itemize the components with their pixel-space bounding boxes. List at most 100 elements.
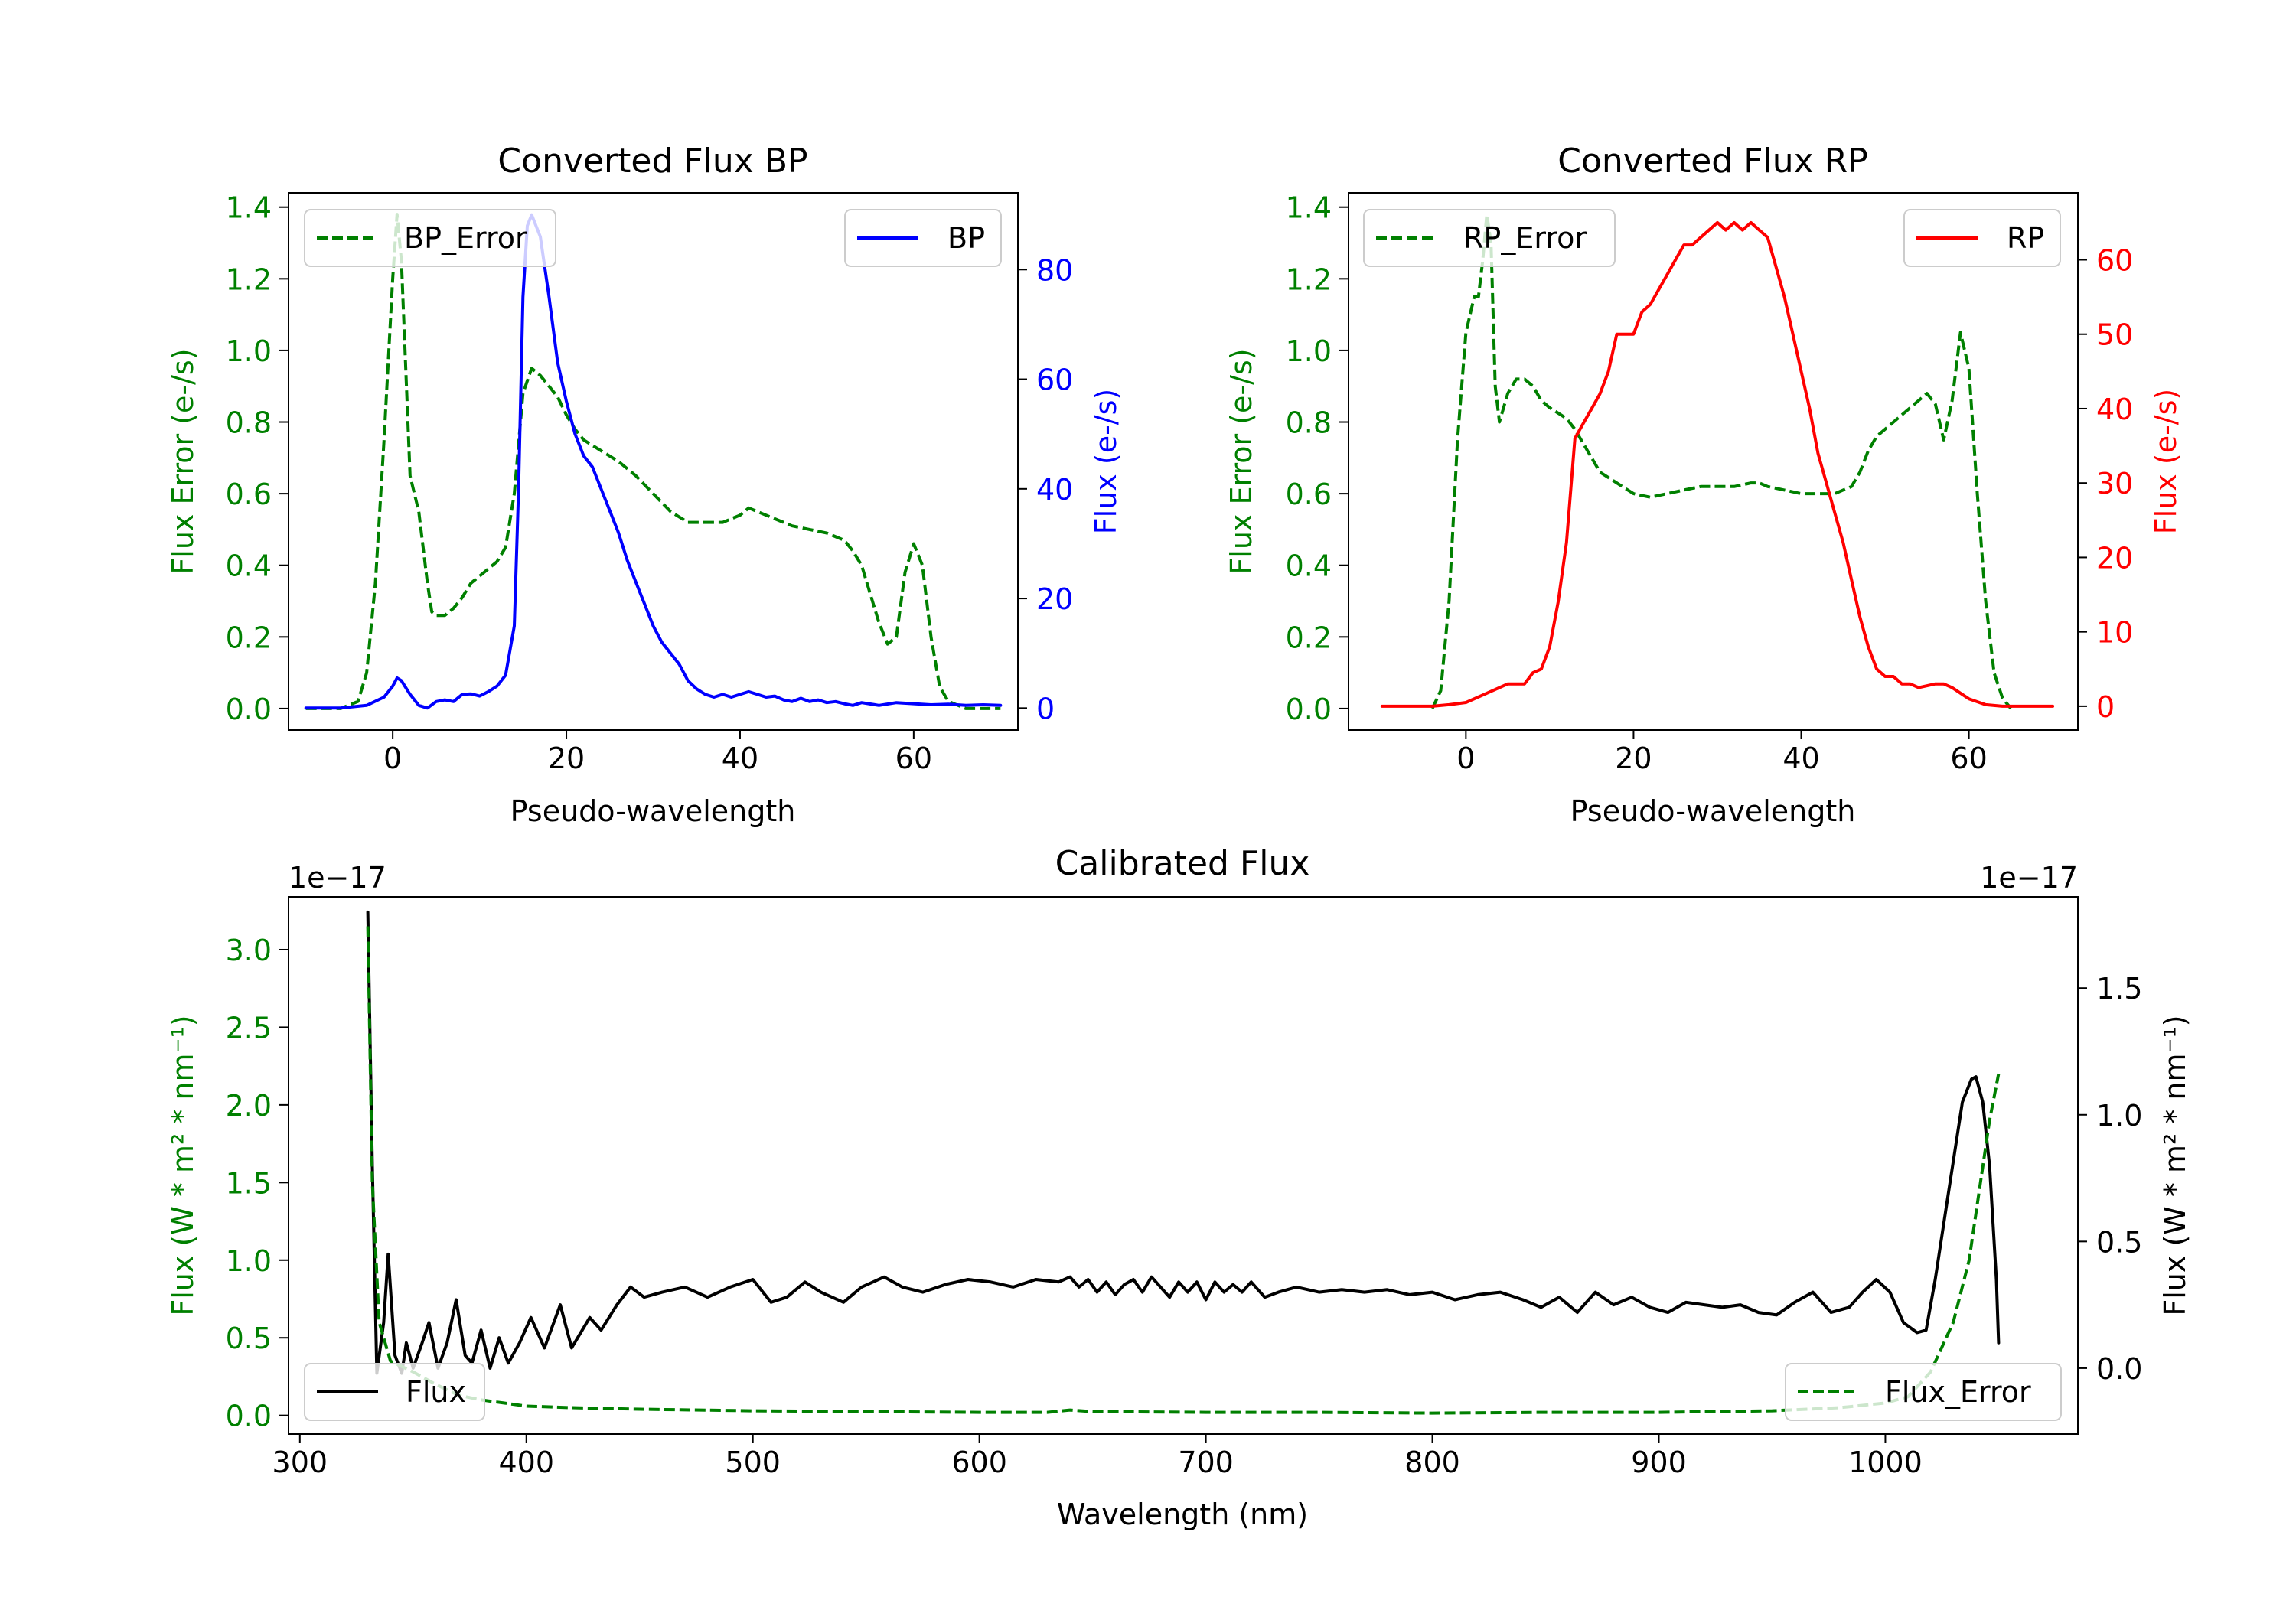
x-tick-label: 0: [1456, 742, 1475, 775]
y-tick-label-left: 0.6: [1286, 478, 1332, 511]
y-tick-label-left: 0.5: [226, 1322, 272, 1355]
y-tick-label-left: 1.4: [226, 191, 272, 225]
y-tick-label-right: 40: [1036, 473, 1073, 507]
y-tick-label-right: 0: [1036, 692, 1055, 725]
legend-label: BP_Error: [404, 221, 527, 255]
x-axis-label: Wavelength (nm): [1057, 1498, 1308, 1531]
y-tick-label-left: 1.0: [1286, 334, 1332, 368]
y-tick-label-left: 0.6: [226, 478, 272, 511]
x-tick-label: 700: [1178, 1446, 1234, 1479]
x-tick-label: 600: [951, 1446, 1007, 1479]
chart-title: Converted Flux RP: [1557, 142, 1868, 181]
series-line-rp: [1380, 220, 2055, 708]
x-tick-label: 1000: [1848, 1446, 1923, 1479]
y-tick-label-left: 0.0: [226, 1400, 272, 1433]
y-tick-label-left: 1.4: [1286, 191, 1332, 225]
y-axis-label-right: Flux (e-/s): [2149, 389, 2183, 534]
y-tick-label-left: 3.0: [226, 934, 272, 967]
y-tick-label-left: 1.2: [226, 262, 272, 296]
legend-error: Flux_Error: [1785, 1363, 2062, 1421]
series-line-bp: [304, 213, 1003, 710]
y-tick-label-left: 1.5: [226, 1166, 272, 1200]
x-tick-label: 40: [1782, 742, 1819, 775]
legend-label: Flux_Error: [1885, 1375, 2031, 1409]
x-tick-label: 300: [272, 1446, 328, 1479]
y-tick-label-right: 1.0: [2096, 1099, 2142, 1133]
x-axis: 300 400 500 600 700 800 900 1000: [272, 1434, 1923, 1479]
x-axis: 0 20 40 60: [1456, 730, 1988, 775]
y-axis-left: 0.0 0.2 0.4 0.6 0.8 1.0 1.2 1.4: [226, 191, 289, 726]
y-tick-label-right: 60: [1036, 363, 1073, 397]
x-tick-label: 40: [722, 742, 758, 775]
x-axis-label: Pseudo-wavelength: [1570, 794, 1856, 828]
y-tick-label-left: 2.5: [226, 1011, 272, 1045]
series-line-flux: [366, 910, 2001, 1375]
y-axis-label-left: Flux Error (e-/s): [1225, 348, 1258, 574]
plot-frame: [1348, 192, 2079, 731]
x-tick-label: 400: [498, 1446, 554, 1479]
y-tick-label-left: 1.0: [226, 1244, 272, 1278]
y-tick-label-right: 60: [2096, 244, 2133, 278]
x-tick-label: 0: [383, 742, 402, 775]
chart-title: Converted Flux BP: [497, 142, 807, 181]
y-tick-label-right: 30: [2096, 467, 2133, 500]
x-tick-label: 800: [1404, 1446, 1460, 1479]
legend-label: RP: [2007, 221, 2044, 255]
x-axis-label: Pseudo-wavelength: [510, 794, 796, 828]
legend-label: Flux: [406, 1375, 466, 1409]
x-tick-label: 60: [895, 742, 932, 775]
y-tick-label-right: 0: [2096, 690, 2115, 724]
y-tick-label-right: 40: [2096, 393, 2133, 426]
x-tick-label: 60: [1950, 742, 1987, 775]
scale-label-right: 1e−17: [1980, 861, 2078, 895]
x-tick-label: 20: [548, 742, 585, 775]
x-axis: 0 20 40 60: [383, 730, 932, 775]
panel-rp: Converted Flux RP 0 20 40 60 0.00.20.40.60.…: [1225, 142, 2183, 828]
y-tick-label-right: 80: [1036, 253, 1073, 287]
y-axis-label-left: Flux (W * m² * nm⁻¹): [166, 1015, 200, 1315]
legend-label: RP_Error: [1463, 221, 1587, 255]
panel-calibrated: Calibrated Flux 1e−17 1e−17 300 400 500 600…: [166, 844, 2192, 1531]
y-tick-label-right: 10: [2096, 616, 2133, 650]
x-tick-label: 500: [725, 1446, 781, 1479]
series-line-bp-error: [305, 213, 1001, 710]
x-tick-label: 20: [1615, 742, 1652, 775]
legend-error: RP_Error: [1363, 209, 1616, 267]
y-tick-label-left: 1.0: [226, 334, 272, 368]
y-tick-label-left: 0.0: [1286, 693, 1332, 726]
plot-frame: [288, 896, 2079, 1435]
y-axis-label-left: Flux Error (e-/s): [166, 348, 200, 574]
y-tick-label-left: 0.8: [1286, 406, 1332, 440]
plot-area: [304, 213, 1003, 710]
panel-bp: Converted Flux BP 0 20 40 60 0.00.20.40.60.…: [166, 142, 1123, 828]
y-axis-left: 0.0 0.5 1.0 1.5 2.0 2.5 3.0: [226, 934, 289, 1433]
y-axis-right: 0.0 0.5 1.0 1.5: [2078, 972, 2142, 1386]
legend-flux: RP: [1903, 209, 2061, 267]
y-tick-label-left: 0.0: [226, 693, 272, 726]
y-tick-label-left: 0.8: [226, 406, 272, 440]
y-axis-right: 0 20 40 60 80: [1018, 253, 1073, 725]
y-tick-label-right: 20: [1036, 582, 1073, 616]
y-tick-label-right: 50: [2096, 318, 2133, 352]
y-tick-label-left: 2.0: [226, 1089, 272, 1123]
y-tick-label-left: 0.2: [226, 621, 272, 654]
y-tick-label-left: 1.2: [1286, 262, 1332, 296]
y-axis-left: 0.0 0.2 0.4 0.6 0.8 1.0 1.2 1.4: [1286, 191, 1349, 726]
y-tick-label-left: 0.2: [1286, 621, 1332, 654]
y-axis-label-right: Flux (W * m² * nm⁻¹): [2158, 1015, 2192, 1315]
y-tick-label-right: 1.5: [2096, 972, 2142, 1006]
y-axis-label-right: Flux (e-/s): [1089, 389, 1123, 534]
scale-label-left: 1e−17: [289, 861, 386, 895]
y-tick-label-left: 0.4: [1286, 549, 1332, 583]
y-tick-label-right: 20: [2096, 541, 2133, 575]
y-axis-right: 0 10 20 30 40 50 60: [2078, 244, 2133, 724]
plot-frame: [288, 192, 1019, 731]
legend-label: BP: [947, 221, 985, 255]
chart-title: Calibrated Flux: [1055, 844, 1310, 883]
legend-flux: Flux: [304, 1363, 485, 1421]
y-tick-label-right: 0.5: [2096, 1225, 2142, 1259]
x-tick-label: 900: [1631, 1446, 1687, 1479]
legend-error: BP_Error: [304, 209, 556, 267]
y-tick-label-left: 0.4: [226, 549, 272, 583]
